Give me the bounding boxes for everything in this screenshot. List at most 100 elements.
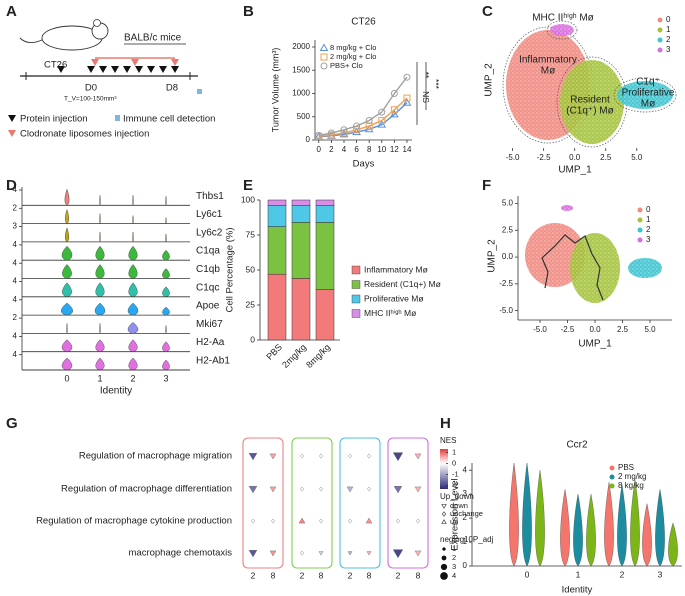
dot: [248, 453, 258, 461]
violin: [128, 264, 138, 279]
violin: [668, 522, 678, 567]
dot: [365, 517, 373, 524]
violin: [65, 209, 69, 224]
gene-label: Thbs1: [196, 191, 224, 202]
violin: [128, 245, 138, 261]
marker: [377, 120, 387, 128]
legend-marker: [637, 237, 643, 243]
y-tick-label: 75: [246, 229, 256, 239]
dot: [348, 518, 352, 524]
legend-dot: [440, 563, 448, 571]
violin: [522, 462, 532, 567]
violin: [99, 213, 101, 225]
group-box: [339, 437, 381, 569]
legend-label: down: [450, 501, 468, 510]
trajectory: [541, 234, 604, 301]
y-tick-label: 2: [13, 313, 18, 322]
gene-label: Ly6c1: [196, 209, 223, 220]
y-tick-label: 100: [241, 194, 255, 204]
panel-label: H: [440, 415, 451, 432]
panel-label: F: [482, 177, 491, 194]
violin: [617, 484, 627, 567]
marker: [403, 73, 411, 81]
y-tick-label: 4: [13, 185, 18, 194]
mouse-tail: [19, 37, 43, 43]
y-tick-label: 3: [463, 489, 468, 498]
legend-label: MHC IIʰⁱᵍʰ Mø: [364, 308, 416, 318]
tumor-volume: T_V=100-150mm³: [64, 96, 117, 103]
cluster-outline: [613, 77, 677, 113]
legend-shape: [441, 511, 447, 517]
column-label: 8: [271, 570, 276, 580]
marker: [353, 122, 361, 130]
legend-marker: [657, 17, 663, 23]
violin: [165, 196, 167, 206]
y-tick-label: 1500: [292, 65, 310, 74]
violin: [61, 245, 73, 261]
x-tick-label: 1: [576, 569, 581, 579]
x-axis-label: Days: [353, 159, 375, 170]
gene-label: Ly6c2: [196, 227, 223, 238]
panel-label: A: [6, 3, 17, 20]
column-label: 8: [319, 570, 324, 580]
marker: [340, 126, 348, 134]
clodronate-injections: [91, 59, 179, 66]
x-tick-label: 0.0: [569, 153, 581, 162]
legend-label: 2 mg/kg: [618, 472, 646, 481]
legend-label: 0: [646, 205, 651, 214]
dot: [392, 452, 404, 462]
dot: [414, 486, 422, 493]
mouse-ear: [93, 19, 101, 27]
legend-swatch: [351, 265, 361, 275]
cluster-label: Inflammatory: [519, 55, 577, 66]
violin: [604, 482, 614, 567]
legend-clodronate: [8, 130, 16, 137]
violin: [99, 323, 101, 334]
violin: [95, 264, 105, 279]
bar-segment: [315, 199, 335, 206]
legend-swatch: [351, 309, 361, 318]
legend-marker: [609, 483, 615, 489]
bar-segment: [291, 222, 311, 279]
legend-marker: [657, 37, 663, 43]
cluster-label: MHC IIʰⁱᵍʰ Mø: [532, 13, 594, 24]
violin: [127, 322, 139, 334]
legend-marker: [637, 217, 643, 223]
group-box: [291, 437, 333, 569]
marker: [390, 106, 398, 114]
series-line: [318, 76, 408, 137]
cluster-label: (C1q⁺) Mø: [566, 106, 614, 117]
y-axis-label: Expression Level: [450, 478, 461, 550]
violin: [162, 286, 170, 298]
x-tick-label: 2: [620, 569, 625, 579]
violin: [94, 302, 106, 316]
x-axis-label: UMP_1: [578, 339, 612, 350]
dot: [300, 550, 304, 556]
legend-protein: [8, 115, 16, 122]
column-label: 8: [367, 570, 372, 580]
legend-label: PBS: [618, 463, 634, 472]
violin: [66, 323, 68, 334]
marker: [352, 127, 361, 136]
column-label: 8: [416, 570, 421, 580]
panel-label: B: [243, 3, 254, 20]
dot: [269, 486, 277, 493]
violin: [162, 306, 170, 316]
violin: [64, 188, 70, 206]
y-tick-label: 1000: [292, 89, 310, 98]
violin: [128, 357, 138, 371]
legend-label: Resident (C1q+) Mø: [364, 279, 441, 289]
violin: [95, 245, 105, 261]
chart-title: Ccr2: [566, 440, 588, 451]
violin: [162, 341, 170, 352]
column-label: 2: [251, 570, 256, 580]
column-label: 2: [348, 570, 353, 580]
marker: [327, 129, 335, 137]
violin: [61, 339, 73, 352]
mouse-label: BALB/c mice: [124, 33, 182, 44]
violin: [642, 503, 652, 567]
dot: [251, 518, 255, 524]
marker: [378, 108, 386, 116]
legend-label: 8 mg/kg + Clo: [330, 43, 376, 52]
